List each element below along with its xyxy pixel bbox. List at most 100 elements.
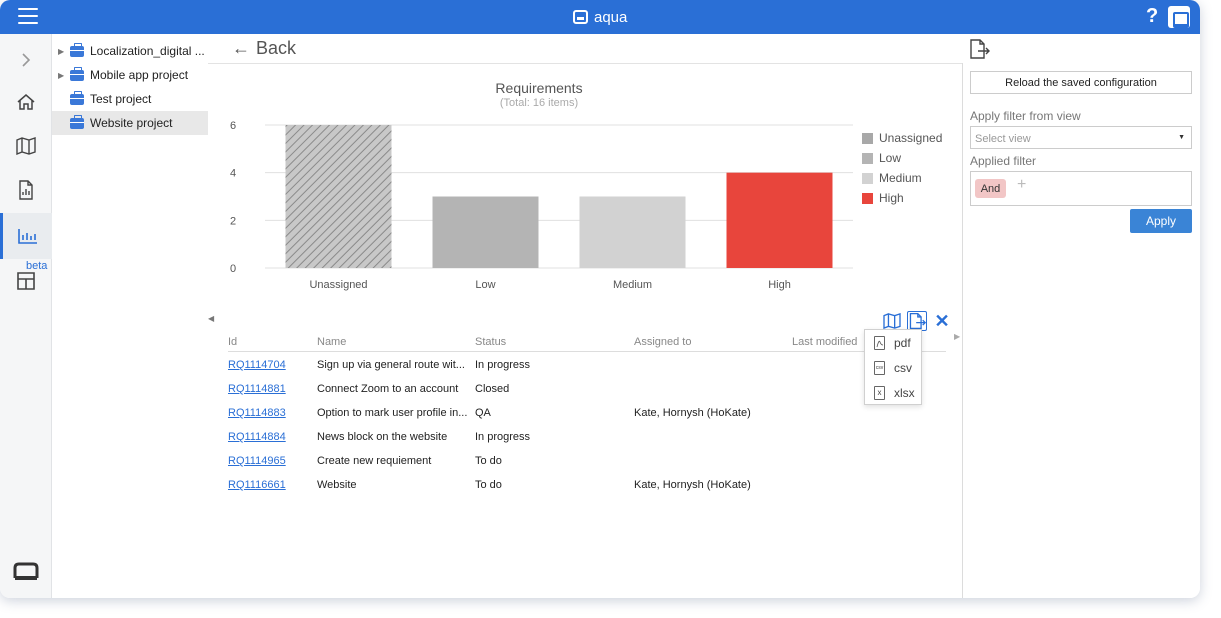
x-tick-label: Medium: [613, 279, 652, 291]
left-nav: beta: [0, 34, 52, 598]
project-folder-icon: [70, 42, 84, 57]
requirement-assignee: Kate, Hornysh (HoKate): [634, 407, 751, 419]
reload-configuration-button[interactable]: Reload the saved configuration: [970, 71, 1192, 94]
table-row[interactable]: RQ1116661 Website To do Kate, Hornysh (HoKa…: [228, 474, 946, 498]
export-csv-item[interactable]: csv csv: [865, 356, 921, 380]
requirement-id-link[interactable]: RQ1116661: [228, 479, 286, 491]
map-icon[interactable]: [0, 126, 52, 166]
app-window: aqua ? beta ▶ Localizatio: [0, 0, 1200, 598]
requirement-id-link[interactable]: RQ1114881: [228, 383, 286, 395]
view-select[interactable]: Select view ▼: [970, 126, 1192, 149]
requirement-status: In progress: [475, 359, 531, 371]
help-icon[interactable]: ?: [1146, 5, 1159, 27]
chart-title: Requirements: [495, 80, 583, 96]
export-item-label: xlsx: [894, 386, 915, 400]
legend-swatch: [862, 192, 873, 204]
project-folder-icon: [70, 66, 84, 81]
close-icon[interactable]: ✕: [934, 311, 950, 331]
x-tick-label: High: [768, 279, 791, 291]
back-label: Back: [256, 38, 297, 58]
export-pdf-item[interactable]: pdf: [865, 331, 921, 355]
y-tick-label: 0: [230, 263, 236, 275]
tree-item-label: Test project: [90, 92, 152, 106]
legend-label: Medium: [879, 171, 922, 185]
legend-swatch: [862, 152, 873, 164]
back-arrow-icon: ←: [232, 38, 250, 58]
map-view-icon[interactable]: [882, 311, 902, 331]
y-tick-label: 2: [230, 215, 236, 227]
expand-caret-icon[interactable]: ▶: [58, 46, 65, 56]
requirement-status: Closed: [475, 383, 510, 395]
bar-high[interactable]: [726, 172, 833, 268]
xlsx-file-icon: x: [874, 386, 885, 400]
export-icon[interactable]: [968, 38, 992, 62]
table-row[interactable]: RQ1114881 Connect Zoom to an account Close…: [228, 378, 946, 402]
requirement-name: Connect Zoom to an account: [317, 383, 459, 395]
legend-swatch: [862, 172, 873, 184]
aqua-bottom-logo-icon[interactable]: [0, 552, 52, 592]
requirement-status: To do: [475, 455, 502, 467]
table-row[interactable]: RQ1114883 Option to mark user profile in.…: [228, 402, 946, 426]
column-header-name[interactable]: Name: [317, 336, 347, 348]
export-table-icon[interactable]: [907, 311, 927, 331]
tree-item-test-project[interactable]: Test project: [52, 87, 208, 111]
requirement-id-link[interactable]: RQ1114883: [228, 407, 286, 419]
brand: aqua: [573, 8, 627, 26]
scroll-right-icon[interactable]: ▶: [954, 332, 961, 341]
tree-item-localization[interactable]: ▶ Localization_digital ...: [52, 39, 208, 63]
column-header-last-modified[interactable]: Last modified: [792, 336, 858, 348]
dropdown-caret-icon: ▼: [1178, 134, 1185, 141]
export-dropdown: pdf csv csv x xlsx: [864, 329, 922, 405]
requirement-id-link[interactable]: RQ1114704: [228, 359, 286, 371]
tree-item-label: Website project: [90, 116, 173, 130]
home-icon[interactable]: [0, 82, 52, 122]
and-operator-chip[interactable]: And: [975, 179, 1006, 198]
table-row[interactable]: RQ1114884 News block on the website In pro…: [228, 426, 946, 450]
table-row[interactable]: RQ1114965 Create new requiement To do: [228, 450, 946, 474]
legend-label: Unassigned: [879, 131, 943, 145]
legend-item-low[interactable]: Low: [862, 148, 942, 168]
report-icon[interactable]: [0, 170, 52, 210]
dashboard-chart-icon[interactable]: [0, 213, 52, 259]
csv-file-icon: csv: [874, 361, 885, 375]
apply-button[interactable]: Apply: [1130, 209, 1192, 233]
tree-item-website-project[interactable]: Website project: [52, 111, 208, 135]
table-row[interactable]: RQ1114704 Sign up via general route wit..…: [228, 354, 946, 378]
export-item-label: csv: [894, 361, 912, 375]
table-grid-icon[interactable]: [0, 261, 52, 301]
column-header-id[interactable]: Id: [228, 336, 238, 348]
legend-swatch: [862, 132, 873, 144]
requirement-id-link[interactable]: RQ1114965: [228, 455, 286, 467]
applied-filter-box: And +: [970, 171, 1192, 206]
add-condition-icon[interactable]: +: [1017, 176, 1027, 193]
export-xlsx-item[interactable]: x xlsx: [865, 381, 921, 405]
legend-item-medium[interactable]: Medium: [862, 168, 942, 188]
aqua-logo-icon: [573, 10, 588, 24]
project-folder-icon: [70, 90, 84, 105]
view-select-placeholder: Select view: [975, 133, 1031, 145]
tree-item-mobile-app[interactable]: ▶ Mobile app project: [52, 63, 208, 87]
requirement-assignee: Kate, Hornysh (HoKate): [634, 479, 751, 491]
bar-low[interactable]: [432, 196, 539, 269]
project-tree: ▶ Localization_digital ... ▶ Mobile app …: [52, 34, 208, 598]
account-icon[interactable]: [1168, 6, 1190, 28]
requirement-name: Create new requiement: [317, 455, 432, 467]
column-header-assigned[interactable]: Assigned to: [634, 336, 692, 348]
requirement-name: Website: [317, 479, 357, 491]
requirement-name: Sign up via general route wit...: [317, 359, 465, 371]
requirement-id-link[interactable]: RQ1114884: [228, 431, 286, 443]
expand-caret-icon[interactable]: ▶: [58, 70, 65, 80]
legend-item-high[interactable]: High: [862, 188, 942, 208]
menu-icon[interactable]: [18, 8, 38, 26]
column-header-status[interactable]: Status: [475, 336, 507, 348]
filter-panel: [962, 63, 1200, 598]
expand-chevron-icon[interactable]: [0, 40, 52, 80]
bar-medium[interactable]: [579, 196, 686, 269]
back-button[interactable]: ← Back: [232, 38, 296, 59]
project-folder-icon: [70, 114, 84, 129]
bar-unassigned[interactable]: [285, 125, 392, 268]
top-bar: aqua ?: [0, 0, 1200, 34]
scroll-left-icon[interactable]: ◀: [208, 314, 215, 323]
header-divider: [208, 63, 962, 64]
legend-item-unassigned[interactable]: Unassigned: [862, 128, 942, 148]
